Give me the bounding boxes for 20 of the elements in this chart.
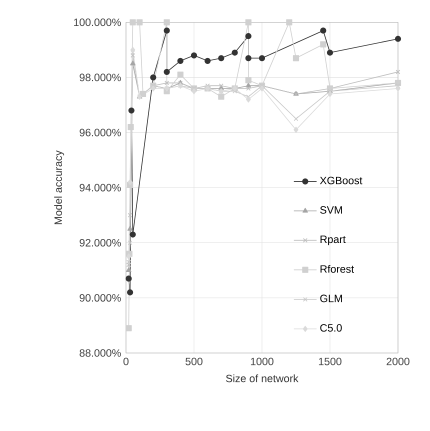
y-tick-label: 90.000%	[80, 294, 121, 302]
x-tick-label: 1000	[250, 358, 274, 366]
y-tick-label: 92.000%	[80, 239, 121, 247]
legend-label: SVM	[320, 206, 342, 214]
y-tick-label: 96.000%	[80, 128, 121, 136]
y-axis-title: Model accuracy	[54, 150, 64, 224]
legend-label: C5.0	[320, 324, 342, 332]
legend-label: Rpart	[320, 236, 346, 246]
x-tick-label: 2000	[386, 358, 410, 366]
y-tick-label: 98.000%	[80, 74, 121, 82]
legend-label: Rforest	[320, 264, 354, 273]
legend-label: GLM	[320, 294, 342, 302]
y-tick-label: 94.000%	[80, 184, 121, 192]
x-tick-label: 0	[123, 358, 129, 366]
legend-label: XGBoost	[320, 176, 362, 184]
x-tick-label: 1500	[318, 358, 342, 366]
y-tick-label: 100.000%	[74, 18, 121, 26]
y-tick-label: 88.000%	[80, 349, 121, 357]
x-tick-label: 500	[186, 358, 202, 366]
x-axis-title: Size of network	[226, 374, 298, 382]
